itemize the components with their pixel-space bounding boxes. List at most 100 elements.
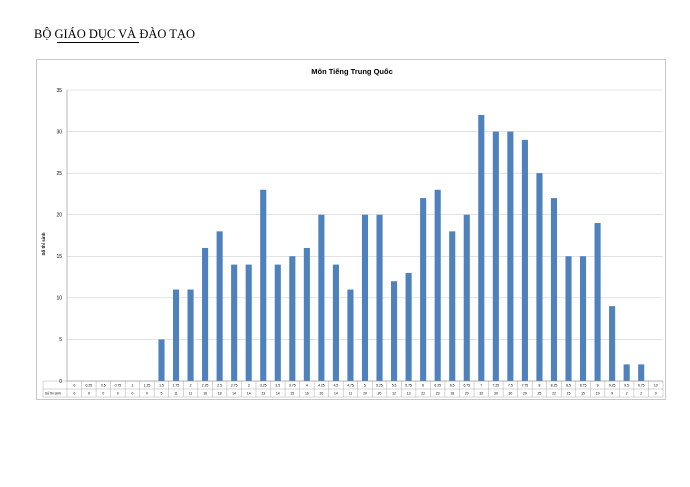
bar [594, 223, 601, 381]
table-cell: 11 [349, 391, 353, 395]
category-label: 3.5 [275, 383, 280, 387]
table-cell: 13 [407, 391, 411, 395]
y-tick-label: 10 [56, 296, 62, 302]
table-cell: 20 [363, 391, 367, 395]
category-label: 3 [248, 383, 250, 387]
category-label: 9.75 [638, 383, 645, 387]
bar [332, 264, 339, 381]
table-cell: 16 [203, 391, 207, 395]
table-cell: 0 [117, 391, 119, 395]
category-label: 2.5 [217, 383, 222, 387]
category-label: 0.75 [115, 383, 122, 387]
bar [420, 198, 427, 381]
category-label: 3.25 [260, 383, 267, 387]
category-label: 1 [131, 383, 133, 387]
bar [449, 231, 456, 381]
category-label: 5.75 [405, 383, 412, 387]
y-tick-labels: 0 5 10 15 20 25 30 35 [56, 88, 62, 385]
y-tick-label: 15 [56, 254, 62, 260]
bar [565, 256, 572, 381]
y-tick-label: 35 [56, 88, 62, 94]
table-cell: 19 [596, 391, 600, 395]
table-cell: 15 [567, 391, 571, 395]
bar [478, 114, 485, 381]
y-axis-label: Số thí sinh [40, 232, 46, 255]
bar [405, 272, 412, 381]
table-row-label: Số thí sinh [45, 391, 61, 395]
category-label: 2.25 [202, 383, 209, 387]
category-label: 9.5 [624, 383, 629, 387]
table-cell: 0 [102, 391, 104, 395]
chart-title: Môn Tiếng Trung Quốc [311, 67, 393, 76]
category-label: 0.25 [86, 383, 93, 387]
bar [507, 131, 514, 381]
bar [434, 189, 441, 381]
table-cell: 32 [479, 391, 483, 395]
table-cell: 20 [465, 391, 469, 395]
category-label: 5.25 [376, 383, 383, 387]
bar [579, 256, 587, 381]
category-label: 2.75 [231, 383, 238, 387]
bar [172, 289, 180, 381]
bar [245, 264, 252, 381]
table-cell: 0 [146, 391, 148, 395]
category-label: 9.25 [609, 383, 616, 387]
category-label: 6.5 [450, 383, 455, 387]
table-cell: 0 [88, 391, 90, 395]
table-cell: 5 [161, 391, 163, 395]
bar [376, 214, 383, 381]
category-label: 8.25 [551, 383, 558, 387]
table-cell: 0 [131, 391, 133, 395]
table-cell: 15 [290, 391, 294, 395]
table-cell: 18 [218, 391, 222, 395]
table-cell: 29 [523, 391, 527, 395]
bar-chart: Môn Tiếng Trung Quốc Số thí sinh 0510152… [40, 67, 664, 398]
table-cell: 23 [436, 391, 440, 395]
table-cell: 14 [334, 391, 338, 395]
category-label: 1.25 [144, 383, 151, 387]
bar [274, 264, 281, 381]
category-label: 7.75 [522, 383, 529, 387]
table-cell: 12 [392, 391, 396, 395]
y-tick-label: 0 [59, 379, 62, 385]
category-label: 0 [73, 383, 75, 387]
table-cell: 14 [232, 391, 236, 395]
category-label: 5 [364, 383, 366, 387]
table-cell: 11 [174, 391, 178, 395]
y-tick-label: 20 [56, 213, 62, 219]
table-cell: 0 [73, 391, 75, 395]
bar [260, 189, 267, 381]
bar [231, 264, 238, 381]
table-cell: 18 [450, 391, 454, 395]
table-cell: 2 [640, 391, 642, 395]
bars [158, 114, 645, 381]
category-label: 4.25 [318, 383, 325, 387]
bar [492, 131, 499, 381]
bar [289, 256, 296, 381]
table-cell: 22 [421, 391, 425, 395]
document-header: BỘ GIÁO DỤC VÀ ĐÀO TẠO [34, 27, 195, 41]
bar [550, 198, 558, 381]
category-label: 6.25 [434, 383, 441, 387]
bar [361, 214, 369, 381]
bar [202, 247, 209, 381]
category-label: 1.75 [173, 383, 180, 387]
category-label: 7 [480, 383, 482, 387]
table-cell: 16 [305, 391, 309, 395]
bar [303, 247, 310, 381]
category-label: 8.75 [580, 383, 587, 387]
bar [623, 364, 630, 381]
category-label: 3.75 [289, 383, 296, 387]
bar [609, 306, 616, 381]
table-cell: 11 [189, 391, 193, 395]
bar [318, 214, 325, 381]
table-cell: 22 [552, 391, 556, 395]
category-label: 2 [190, 383, 192, 387]
category-label: 8.5 [566, 383, 571, 387]
bar [347, 289, 354, 381]
bar [536, 173, 543, 381]
table-cell: 9 [611, 391, 613, 395]
table-cell: 30 [494, 391, 498, 395]
y-tick-label: 25 [56, 171, 62, 177]
table-cell: 23 [261, 391, 265, 395]
